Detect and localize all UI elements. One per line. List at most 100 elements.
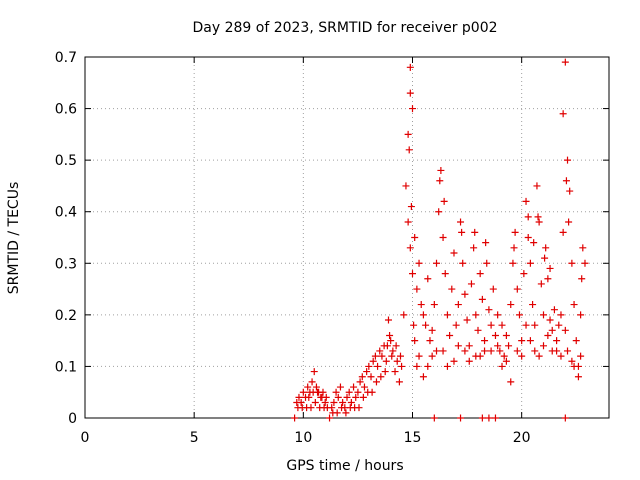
data-point (407, 203, 415, 211)
data-point (330, 399, 338, 407)
data-point (544, 275, 552, 283)
data-point (354, 388, 362, 396)
data-point (557, 311, 565, 319)
data-point (422, 321, 430, 329)
data-point (430, 301, 438, 309)
data-point (502, 357, 510, 365)
data-point (505, 342, 513, 350)
chart-title: Day 289 of 2023, SRMTID for receiver p00… (192, 20, 497, 36)
data-point (304, 383, 312, 391)
data-point (360, 383, 368, 391)
data-point (557, 352, 565, 360)
data-point (491, 331, 499, 339)
data-point (478, 414, 486, 422)
data-point (336, 383, 344, 391)
data-point (522, 197, 530, 205)
data-point (553, 347, 561, 355)
data-point (439, 234, 447, 241)
data-point (491, 414, 499, 422)
data-point (297, 399, 305, 407)
data-point (428, 352, 436, 360)
data-point (485, 414, 493, 422)
data-point (424, 275, 432, 283)
data-point (428, 326, 436, 334)
data-point (314, 388, 322, 396)
data-point (483, 259, 491, 267)
data-point (459, 259, 467, 267)
data-point (572, 337, 580, 345)
data-point (398, 362, 406, 370)
data-point (507, 378, 515, 386)
data-point (533, 182, 541, 190)
data-point (391, 368, 399, 376)
data-point (531, 321, 539, 329)
data-point (520, 270, 528, 278)
data-point (389, 347, 397, 355)
y-tick-label: 0.2 (55, 308, 77, 324)
data-point (376, 347, 384, 355)
data-point (381, 368, 389, 376)
data-point (343, 393, 351, 401)
data-point (461, 347, 469, 355)
data-point (388, 352, 396, 360)
data-point (406, 244, 414, 252)
data-point (578, 275, 586, 283)
data-point (529, 301, 537, 309)
data-point (433, 259, 441, 267)
data-point (454, 301, 462, 309)
data-point (406, 63, 414, 71)
x-tick-label: 10 (294, 430, 312, 446)
x-tick-label: 15 (404, 430, 422, 446)
data-point (448, 285, 456, 293)
data-point (510, 244, 518, 252)
data-point (465, 342, 473, 350)
data-point (564, 347, 572, 355)
data-point (339, 399, 347, 407)
data-point (363, 368, 371, 376)
data-point (417, 301, 425, 309)
data-point (439, 347, 447, 355)
data-point (371, 352, 379, 360)
data-point (487, 321, 495, 329)
data-point (570, 362, 578, 370)
data-point (553, 337, 561, 345)
data-point (310, 368, 318, 376)
data-point (452, 321, 460, 329)
data-point (372, 378, 380, 386)
data-point (472, 311, 480, 319)
data-point (541, 254, 549, 262)
data-point (507, 301, 515, 309)
data-point (291, 414, 299, 422)
data-point (369, 357, 377, 365)
data-point (515, 311, 523, 319)
data-point (461, 290, 469, 298)
data-point (489, 285, 497, 293)
y-tick-label: 0.1 (55, 359, 77, 375)
data-point (465, 357, 473, 365)
data-point (542, 244, 550, 252)
data-point (299, 388, 307, 396)
data-point (413, 362, 421, 370)
data-point (454, 342, 462, 350)
data-point (345, 388, 353, 396)
data-point (579, 244, 587, 252)
data-point (387, 337, 395, 345)
plot-frame (84, 56, 610, 419)
data-point (450, 249, 458, 257)
data-point (457, 218, 465, 226)
data-point (433, 347, 441, 355)
data-point (535, 352, 543, 360)
data-point (321, 399, 329, 407)
data-point (332, 388, 340, 396)
x-tick-label: 0 (81, 430, 90, 446)
data-point (424, 362, 432, 370)
data-point (524, 234, 532, 241)
data-point (546, 316, 554, 324)
data-point (494, 311, 502, 319)
data-point (342, 409, 350, 417)
data-point (544, 331, 552, 339)
x-axis-label: GPS time / hours (286, 458, 403, 474)
data-point (295, 393, 303, 401)
data-point (430, 414, 438, 422)
data-point (509, 259, 517, 267)
